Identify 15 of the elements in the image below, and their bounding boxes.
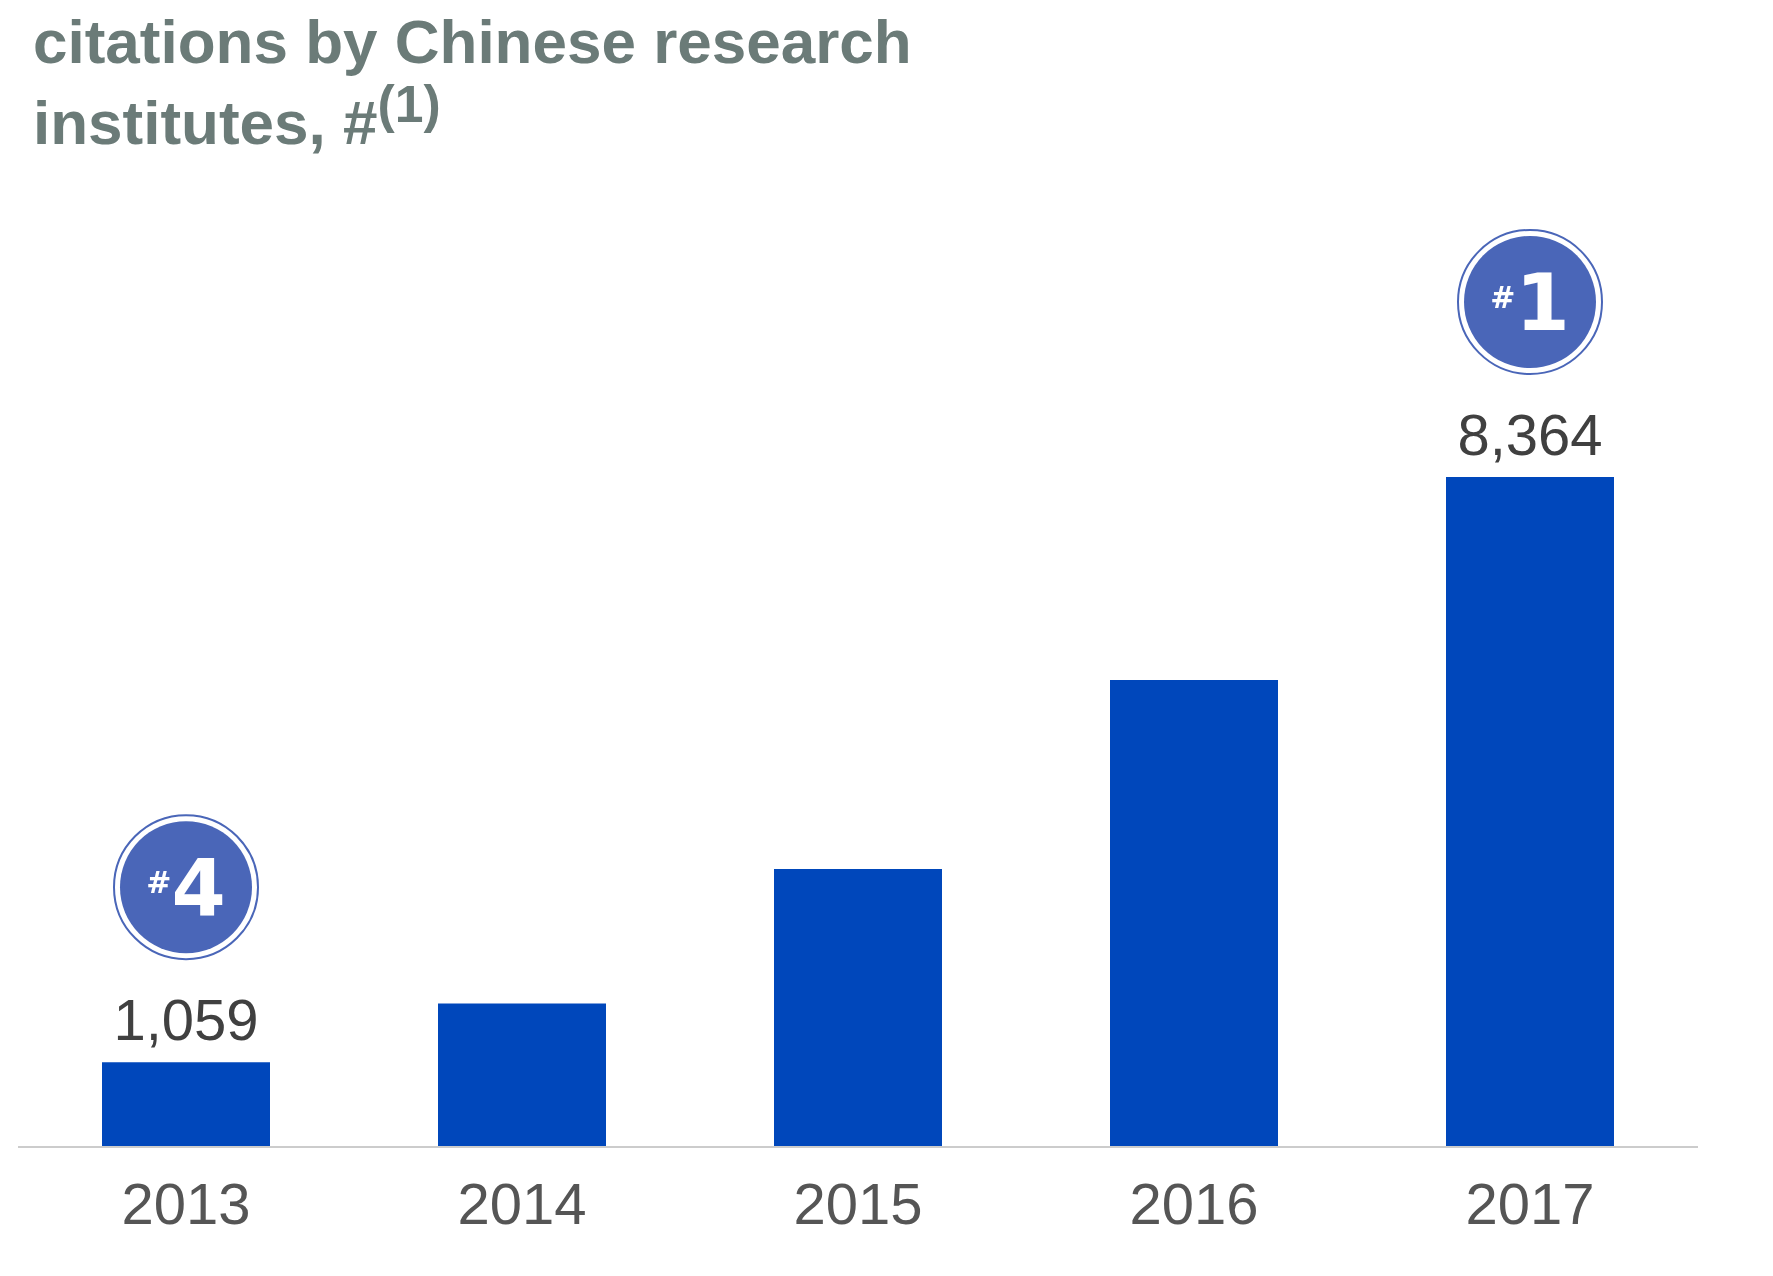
text: #1 [1490,258,1570,349]
bar [1446,477,1614,1148]
chart-title: citations by Chinese research institutes, #$^{(1)}$ [33,7,913,158]
data-label: 1,059 [113,987,259,1053]
data-label: 8,364 [1457,402,1603,468]
x-tick-label: 2013 [121,1171,251,1237]
bar [102,1062,270,1148]
x-tick-label: 2015 [793,1171,923,1237]
bar [774,869,942,1148]
bar [438,1003,606,1148]
x-tick-label: 2017 [1465,1171,1595,1237]
x-tick-label: 2014 [457,1171,587,1237]
x-tick-label: 2016 [1129,1171,1259,1237]
annotation: #4 [146,843,226,934]
bar [1110,680,1278,1148]
